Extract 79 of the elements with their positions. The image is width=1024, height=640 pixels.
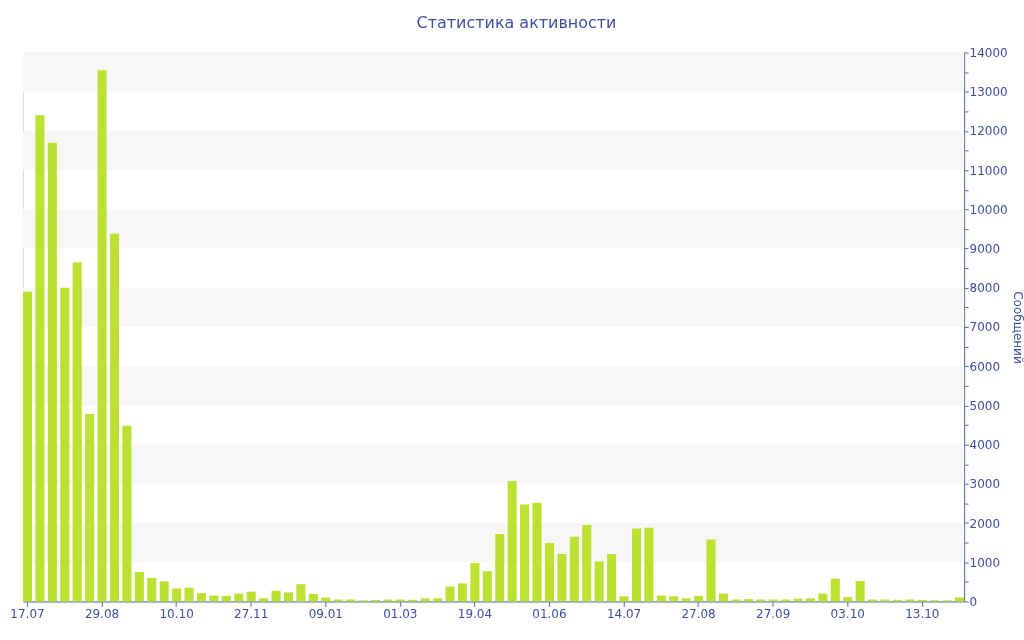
y-tick-label: 6000: [969, 359, 1001, 374]
x-tick-label: 13.10: [905, 606, 940, 621]
bar: [259, 598, 269, 602]
bar: [47, 142, 57, 602]
bar: [147, 577, 157, 602]
x-tick-label: 29.08: [84, 606, 120, 621]
x-tick-label: 19.04: [457, 606, 493, 621]
y-tick-label: 2000: [969, 516, 1001, 531]
y-tick-label: 10000: [969, 202, 1008, 217]
bar: [644, 527, 654, 602]
bar: [470, 563, 480, 602]
bar: [594, 561, 604, 602]
x-tick-label: 14.07: [606, 606, 642, 621]
x-tick-label: 10.10: [159, 606, 194, 621]
x-tick-label: 01.06: [532, 606, 567, 621]
y-tick-label: 14000: [969, 46, 1008, 60]
bar: [433, 598, 443, 602]
y-tick-label: 13000: [969, 85, 1008, 100]
y-tick-label: 9000: [969, 242, 1001, 257]
bar: [159, 581, 169, 602]
bar: [569, 536, 579, 602]
bar: [507, 481, 517, 602]
y-tick-label: 4000: [969, 438, 1001, 453]
bar: [60, 287, 70, 602]
bar: [122, 425, 132, 602]
y-axis-title: Сообщений: [1010, 291, 1024, 364]
y-tick-label: 12000: [969, 124, 1008, 139]
bar: [445, 586, 455, 602]
bar: [482, 571, 492, 602]
bar: [557, 553, 567, 602]
bar: [520, 504, 530, 602]
bar: [805, 598, 815, 602]
bar: [607, 553, 617, 602]
x-tick-label: 27.08: [681, 606, 716, 621]
bar: [296, 584, 306, 602]
chart-title: Статистика активности: [416, 12, 617, 32]
bar: [532, 502, 542, 602]
bar: [172, 588, 182, 602]
x-tick-label: 27.09: [756, 606, 791, 621]
bar: [134, 572, 144, 602]
bar: [22, 291, 33, 602]
bar: [109, 233, 120, 602]
bar: [582, 524, 592, 602]
x-tick-label: 27.11: [234, 606, 269, 621]
bar: [669, 596, 679, 602]
bar: [72, 262, 82, 602]
bar: [196, 593, 207, 602]
bar: [544, 543, 554, 602]
bar: [420, 598, 430, 602]
bar: [271, 590, 281, 602]
bar: [308, 593, 318, 602]
y-tick-label: 0: [969, 594, 978, 609]
x-tick-label: 09.01: [308, 606, 343, 621]
y-tick-label: 3000: [969, 477, 1001, 492]
bar: [681, 598, 691, 602]
bar: [221, 595, 231, 602]
y-tick-label: 8000: [969, 281, 1001, 296]
bar: [843, 597, 853, 602]
bar: [631, 528, 641, 602]
x-tick-label: 17.07: [10, 606, 45, 621]
bar: [184, 587, 194, 602]
x-tick-label: 03.10: [830, 606, 865, 621]
bar: [855, 581, 865, 602]
bar: [457, 583, 467, 602]
bar: [97, 70, 107, 602]
bar: [619, 596, 629, 602]
bar: [706, 539, 716, 602]
bar: [85, 414, 95, 602]
bar: [246, 591, 256, 602]
bar: [830, 578, 840, 602]
bar: [694, 595, 704, 602]
y-tick-label: 7000: [969, 320, 1001, 335]
x-tick-label: 01.03: [383, 606, 418, 621]
y-tick-label: 11000: [969, 163, 1008, 178]
y-tick-label: 1000: [969, 555, 1001, 570]
y-tick-label: 5000: [969, 398, 1001, 413]
bar: [495, 533, 505, 602]
bar: [283, 592, 294, 602]
bar: [35, 115, 45, 602]
